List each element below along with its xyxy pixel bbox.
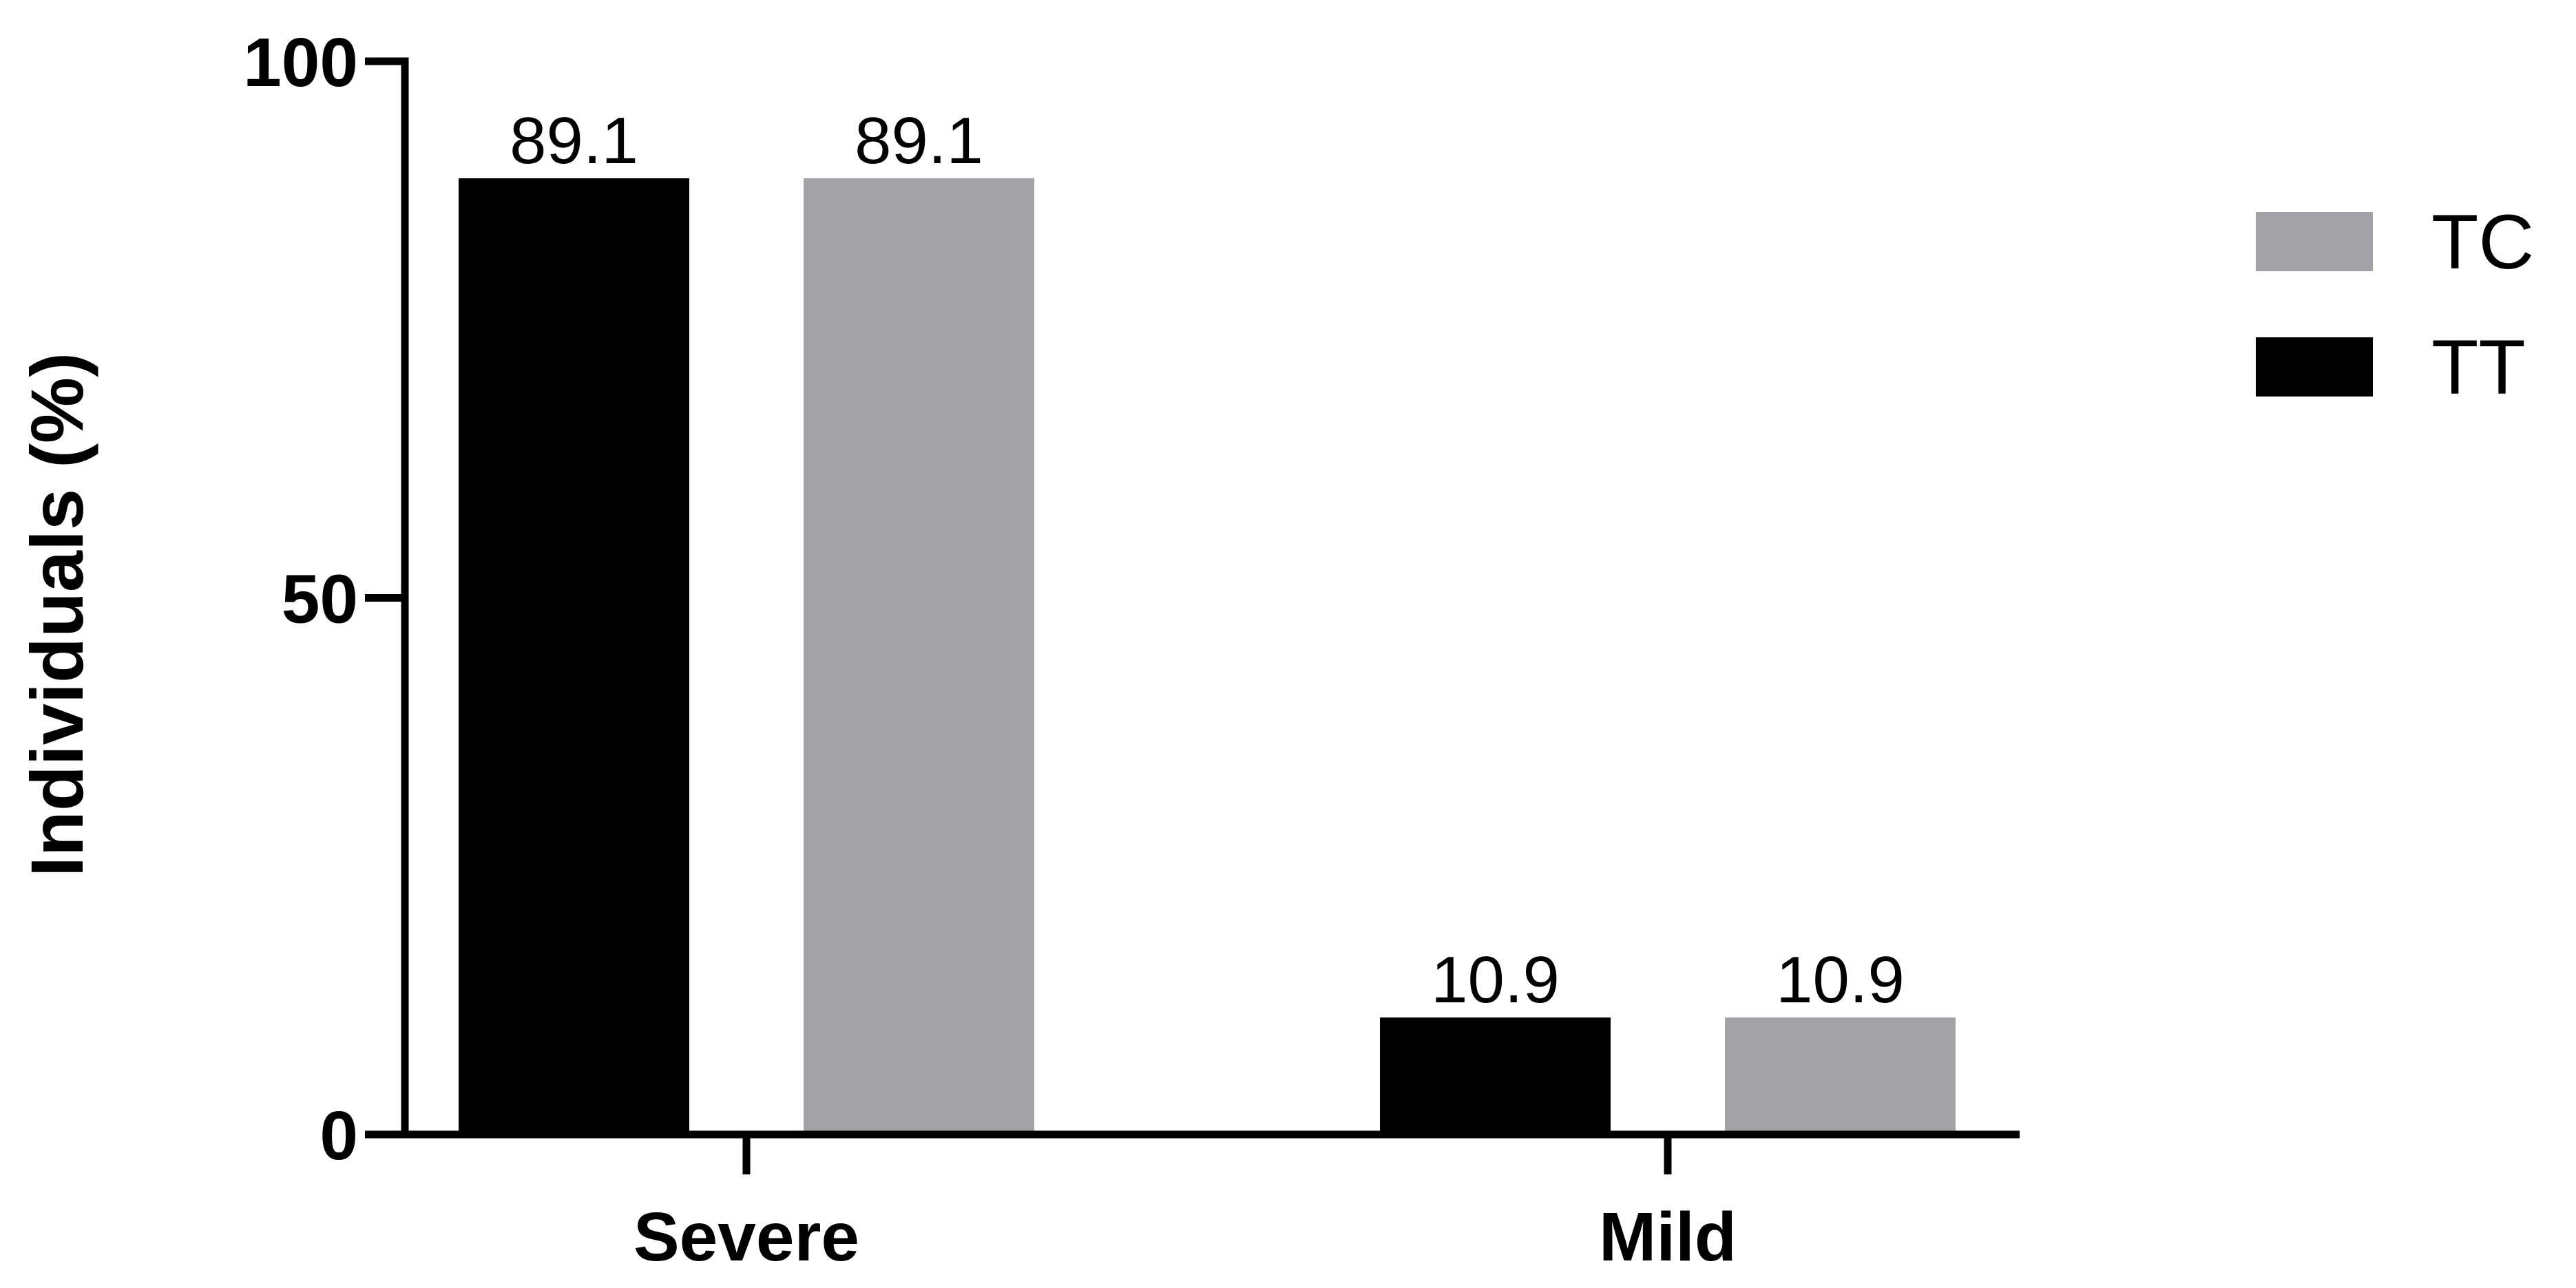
bar-tt-severe <box>459 178 689 1134</box>
y-tick-label-100: 100 <box>243 24 358 101</box>
data-label-tc-mild: 10.9 <box>1776 943 1905 1017</box>
legend: TC TT <box>2256 199 2534 410</box>
data-label-tc-severe: 89.1 <box>855 104 983 178</box>
y-tick-label-0: 0 <box>320 1097 358 1174</box>
x-tick-label-severe: Severe <box>633 1199 859 1276</box>
legend-label-tt: TT <box>2431 324 2526 410</box>
bar-tt-mild <box>1380 1017 1611 1134</box>
legend-label-tc: TC <box>2431 199 2534 285</box>
x-tick-label-mild: Mild <box>1599 1199 1737 1276</box>
bar-tc-mild <box>1725 1017 1956 1134</box>
data-labels-layer: 89.1 89.1 10.9 10.9 <box>510 104 1905 1017</box>
data-label-tt-severe: 89.1 <box>510 104 638 178</box>
bars-layer <box>459 178 1956 1134</box>
bar-tc-severe <box>804 178 1034 1134</box>
data-label-tt-mild: 10.9 <box>1431 943 1560 1017</box>
legend-swatch-tc <box>2256 212 2373 271</box>
y-tick-label-50: 50 <box>282 561 358 638</box>
axes-layer: Individuals (%) 0 50 100 Severe Mild <box>15 24 2020 1276</box>
legend-swatch-tt <box>2256 337 2373 397</box>
y-axis-title: Individuals (%) <box>15 352 98 877</box>
